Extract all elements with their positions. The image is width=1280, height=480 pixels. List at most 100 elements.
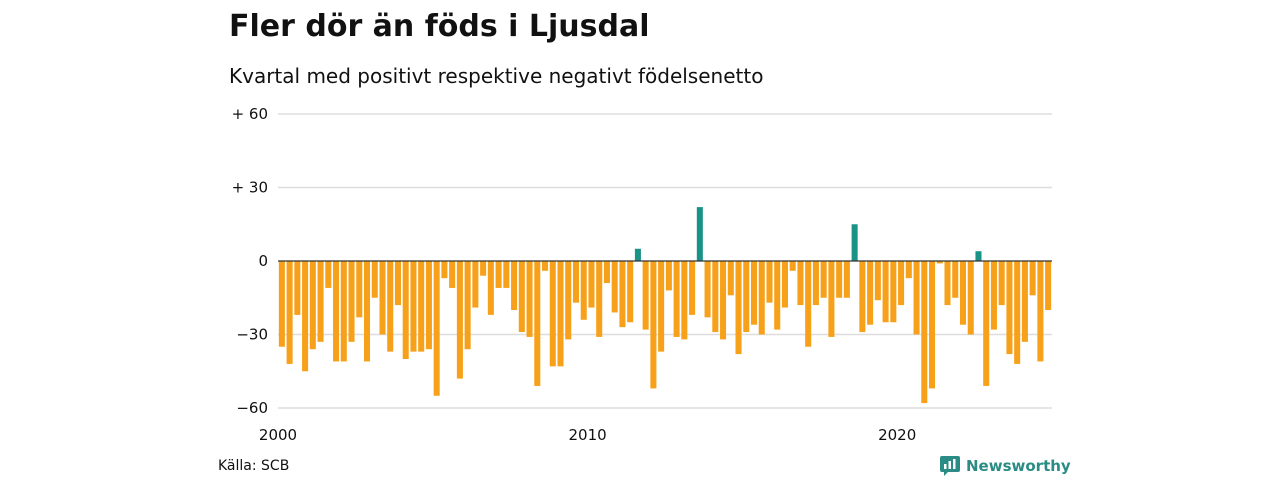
bar [750,261,758,325]
bar [603,261,610,284]
x-tick-label: 2000 [259,426,297,444]
bar [433,261,440,396]
bar [735,261,742,355]
bar [363,261,371,362]
bar [898,261,905,306]
bar [449,261,456,288]
bar [797,261,804,306]
bar [689,261,696,315]
bar [634,248,641,261]
bar [611,261,618,313]
bar [905,261,912,279]
bar [309,261,316,350]
bar [596,261,603,337]
bar [1037,261,1044,362]
chart-subtitle: Kvartal med positivt respektive negativt… [229,64,764,88]
bar [464,261,471,350]
bar [1014,261,1021,364]
bar [681,261,688,340]
bar [658,261,665,352]
bar [511,261,518,310]
bar [542,261,549,271]
axis-layer: + 60 + 30 0 −30 −60 2000 2010 2020 [232,105,1052,444]
bar [774,261,781,330]
bar [836,261,843,298]
y-tick-label: + 30 [232,179,268,197]
bar [913,261,920,335]
bar [867,261,874,325]
bar [402,261,409,359]
bar [387,261,394,352]
bar [534,261,541,386]
y-tick-label: −60 [236,399,268,417]
bar [286,261,293,364]
bar [859,261,866,333]
bar [874,261,881,301]
bar [1045,261,1052,310]
bar [828,261,835,337]
bar [843,261,850,298]
bar [890,261,897,323]
bar [975,251,982,261]
bar [572,261,580,303]
bar [302,261,309,372]
bar [340,261,347,362]
y-tick-label: −30 [236,326,268,344]
bar [665,261,672,291]
bar [456,261,463,379]
bar [983,261,990,386]
bar [472,261,479,308]
bar [758,261,765,335]
bar [518,261,525,333]
bar [441,261,448,279]
bar [642,261,649,330]
bar [882,261,889,323]
bar [495,261,502,288]
bar [1029,261,1036,296]
bar [998,261,1005,306]
bar [820,261,827,298]
chart-title: Fler dör än föds i Ljusdal [229,9,650,44]
bar [333,261,340,362]
bar [851,224,858,261]
bar [627,261,634,323]
source-note: Källa: SCB [218,458,290,474]
brand-logo[interactable]: Newsworthy [940,456,1071,476]
bar [967,261,974,335]
bar [549,261,556,367]
bar [356,261,363,318]
bar [720,261,727,340]
bar [650,261,657,389]
y-tick-label: + 60 [232,105,268,123]
bar [278,261,285,347]
bar [425,261,432,350]
y-tick-label: 0 [258,252,268,270]
bar [294,261,301,315]
bar [1006,261,1013,355]
bar [394,261,401,306]
bar [805,261,812,347]
bar [503,261,510,288]
bar [766,261,773,303]
bar [619,261,626,328]
bar [781,261,788,308]
bar [704,261,711,318]
bar [487,261,494,315]
bar [348,261,355,342]
bar [696,207,703,261]
bar [944,261,951,306]
bar [526,261,533,337]
bar [727,261,734,296]
bar [418,261,425,352]
bar [557,261,564,367]
bar [990,261,997,330]
bar [789,261,796,271]
bar [1021,261,1028,342]
bar [936,261,943,264]
bar-layer [278,207,1052,404]
bar [379,261,386,335]
bar [325,261,332,288]
bar [565,261,572,340]
bar [929,261,936,389]
bar [952,261,959,298]
